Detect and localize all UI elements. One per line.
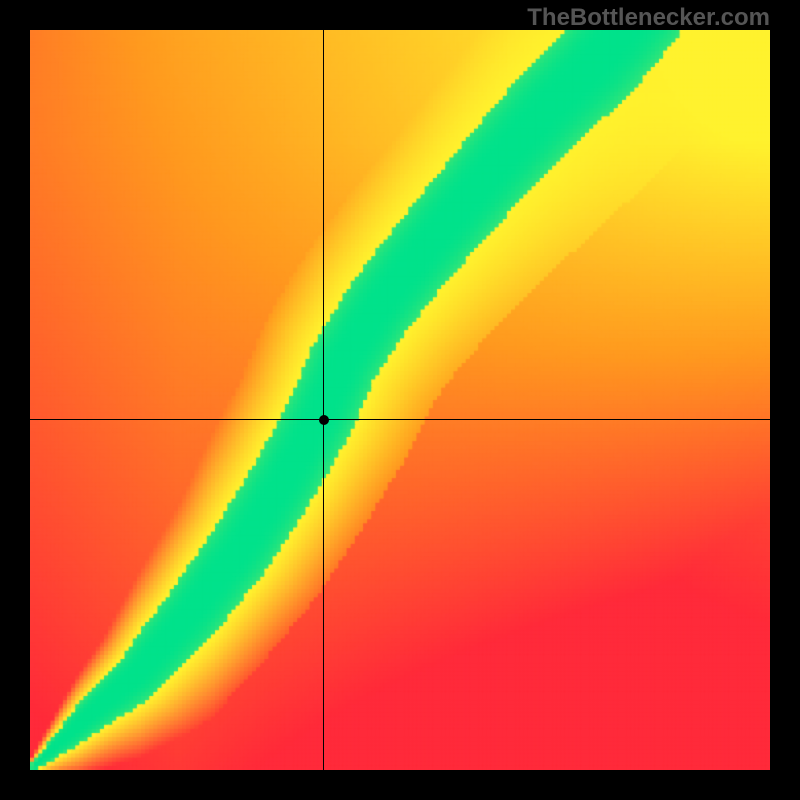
crosshair-vertical <box>323 30 324 770</box>
crosshair-marker <box>319 415 329 425</box>
watermark-text: TheBottlenecker.com <box>527 4 770 32</box>
crosshair-horizontal <box>30 419 770 420</box>
bottleneck-heatmap <box>30 30 770 770</box>
